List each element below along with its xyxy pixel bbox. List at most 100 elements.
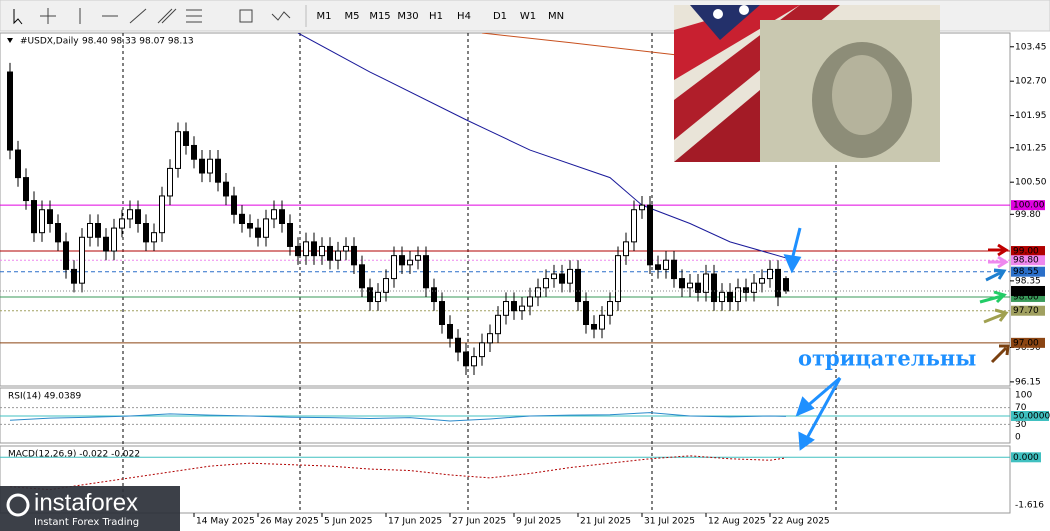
timeframe-button[interactable]: M5 bbox=[345, 11, 360, 22]
candle-body bbox=[711, 273, 717, 303]
candle-body bbox=[223, 181, 229, 197]
arrow bbox=[983, 308, 1009, 324]
candle-body bbox=[487, 333, 493, 344]
candle-body bbox=[215, 158, 221, 183]
candle-body bbox=[575, 268, 581, 303]
timeframe-button[interactable]: D1 bbox=[493, 11, 507, 22]
star bbox=[713, 9, 723, 19]
y-tick-label: 100.50 bbox=[1015, 178, 1047, 188]
x-tick-label: 12 Aug 2025 bbox=[708, 517, 766, 527]
arrow bbox=[804, 377, 842, 441]
candle-body bbox=[391, 255, 397, 280]
candle-body bbox=[335, 250, 341, 261]
level-label: 100.00 bbox=[1013, 201, 1045, 211]
candle-body bbox=[647, 204, 653, 266]
current-price-label: 98.13 bbox=[1013, 286, 1039, 296]
candle-body bbox=[719, 291, 725, 303]
level-label-bg bbox=[1011, 305, 1045, 316]
timeframe-button[interactable]: M1 bbox=[317, 11, 332, 22]
candle-body bbox=[143, 223, 149, 243]
level-label-bg bbox=[1011, 200, 1045, 211]
rsi-level-bg bbox=[1011, 411, 1049, 421]
tool-trend[interactable] bbox=[129, 8, 147, 24]
timeframe-button[interactable]: MN bbox=[548, 11, 564, 22]
rsi-line bbox=[9, 412, 787, 422]
candle-body bbox=[631, 209, 637, 243]
candle-body bbox=[551, 273, 557, 280]
candle-body bbox=[303, 241, 309, 257]
macd-zero-bg bbox=[1011, 452, 1041, 463]
level-label-bg bbox=[1011, 255, 1045, 266]
level-label: 97.00 bbox=[1013, 338, 1039, 348]
portrait-face bbox=[832, 55, 892, 135]
candle-body bbox=[343, 245, 349, 252]
candle-body bbox=[687, 282, 693, 289]
candle-body bbox=[751, 282, 757, 293]
candle-body bbox=[39, 209, 45, 234]
timeframe-button[interactable]: H4 bbox=[457, 11, 471, 22]
rsi-tick-label: 100 bbox=[1015, 391, 1032, 401]
candle-body bbox=[455, 337, 461, 353]
title-marker bbox=[7, 38, 13, 43]
annotation-arrows bbox=[783, 227, 842, 451]
y-tick-label: 103.45 bbox=[1015, 42, 1047, 52]
candle-body bbox=[15, 149, 21, 179]
macd-tick-label: -1.616 bbox=[1015, 500, 1044, 510]
tool-channel[interactable] bbox=[157, 8, 177, 24]
y-tick-label: 101.25 bbox=[1015, 143, 1047, 153]
chart-title: #USDX,Daily bbox=[20, 37, 79, 47]
candle-body bbox=[567, 268, 573, 284]
candle-body bbox=[471, 356, 477, 367]
level-label-bg bbox=[1011, 337, 1045, 348]
tool-text[interactable] bbox=[239, 9, 253, 23]
timeframe-button[interactable]: M15 bbox=[369, 11, 390, 22]
tool-shapes[interactable] bbox=[271, 11, 291, 21]
candle-body bbox=[247, 223, 253, 229]
candle-body bbox=[71, 268, 77, 284]
candle-body bbox=[511, 301, 517, 312]
macd-pane bbox=[0, 445, 1011, 514]
candle-body bbox=[383, 278, 389, 293]
candle-body bbox=[607, 301, 613, 316]
candle-body bbox=[463, 351, 469, 367]
timeframe-button[interactable]: H1 bbox=[429, 11, 443, 22]
plot bbox=[0, 33, 1010, 375]
candle-body bbox=[31, 200, 37, 234]
candle-body bbox=[543, 278, 549, 289]
candle-body bbox=[679, 278, 685, 289]
candle-body bbox=[407, 259, 413, 266]
tool-cursor[interactable] bbox=[13, 9, 23, 25]
logo-icon bbox=[6, 493, 30, 517]
candle-body bbox=[503, 301, 509, 316]
candle-body bbox=[375, 291, 381, 303]
current-price-bg bbox=[1011, 285, 1045, 296]
tool-crosshair[interactable] bbox=[40, 8, 56, 24]
candle-body bbox=[399, 255, 405, 266]
candle-body bbox=[87, 223, 93, 238]
annotation: отрицательны bbox=[798, 346, 976, 371]
x-tick-label: 21 Jul 2025 bbox=[580, 517, 631, 527]
timeframe-button[interactable]: W1 bbox=[520, 11, 536, 22]
rsi-level-label: 50.0000 bbox=[1013, 412, 1050, 422]
x-tick-label: 22 Aug 2025 bbox=[772, 517, 830, 527]
timeframe-button[interactable]: M30 bbox=[397, 11, 418, 22]
candle-body bbox=[271, 209, 277, 220]
candle-body bbox=[639, 204, 645, 211]
candle-body bbox=[583, 301, 589, 325]
level-arrows bbox=[979, 243, 1010, 364]
candle-body bbox=[151, 232, 157, 243]
y-tick-label: 101.95 bbox=[1015, 111, 1047, 121]
candle-body bbox=[95, 223, 101, 238]
y-tick-label: 98.35 bbox=[1015, 276, 1041, 286]
arrow bbox=[988, 255, 1009, 269]
arrow-head bbox=[798, 431, 815, 451]
arrow bbox=[990, 344, 1010, 364]
candle-body bbox=[663, 259, 669, 270]
candle-body bbox=[231, 195, 237, 215]
candle-body bbox=[431, 287, 437, 303]
y-tick-label: 96.15 bbox=[1015, 377, 1041, 387]
tool-fibo[interactable] bbox=[186, 9, 202, 23]
candle-body bbox=[439, 301, 445, 325]
candle-body bbox=[103, 236, 109, 252]
candle-body bbox=[495, 314, 501, 335]
